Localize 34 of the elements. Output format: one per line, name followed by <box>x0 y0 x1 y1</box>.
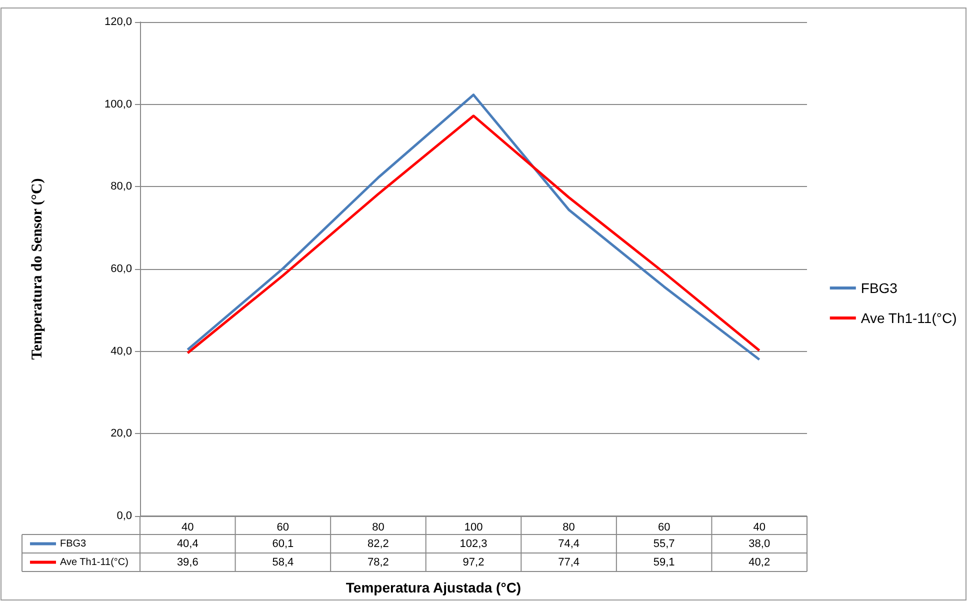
data-label: 39,6 <box>176 556 198 568</box>
data-label: 60,1 <box>272 538 294 550</box>
data-label: 40,4 <box>176 538 198 550</box>
y-tick-label: 20,0 <box>110 428 132 440</box>
y-tick-label: 80,0 <box>110 180 132 193</box>
data-label: 82,2 <box>368 538 389 550</box>
data-label: 77,4 <box>558 556 580 568</box>
data-label: 40,2 <box>748 556 770 568</box>
data-label: 78,2 <box>368 556 389 568</box>
x-tick-label: 80 <box>372 522 384 534</box>
x-axis-title: Temperatura Ajustada (°C) <box>346 580 522 596</box>
x-tick-label: 100 <box>464 522 483 534</box>
y-tick-label: 60,0 <box>110 263 132 275</box>
data-label: 59,1 <box>653 556 675 568</box>
y-tick-label: 40,0 <box>110 345 132 358</box>
text: FBG3 <box>60 538 86 550</box>
data-label: 38,0 <box>748 538 770 550</box>
legend-label: FBG3 <box>860 280 898 296</box>
y-tick-label: 120,0 <box>104 16 132 28</box>
data-label: 58,4 <box>272 556 294 568</box>
x-tick-label: 40 <box>753 522 766 534</box>
x-tick-label: 40 <box>182 522 194 534</box>
x-tick-label: 60 <box>276 522 290 534</box>
y-tick-label: 100,0 <box>104 98 132 110</box>
data-label: 97,2 <box>462 556 484 568</box>
y-axis-title: Temperatura do Sensor (°C) <box>30 178 46 360</box>
text: Ave Th1-11(°C) <box>60 556 128 568</box>
legend-label: Ave Th1-11(°C) <box>860 310 957 326</box>
y-tick-label: 0,0 <box>116 510 132 522</box>
x-tick-label: 60 <box>658 522 670 534</box>
x-tick-label: 80 <box>562 522 575 534</box>
data-label: 74,4 <box>558 538 580 550</box>
data-label: 102,3 <box>460 538 488 550</box>
data-label: 55,7 <box>653 538 675 550</box>
